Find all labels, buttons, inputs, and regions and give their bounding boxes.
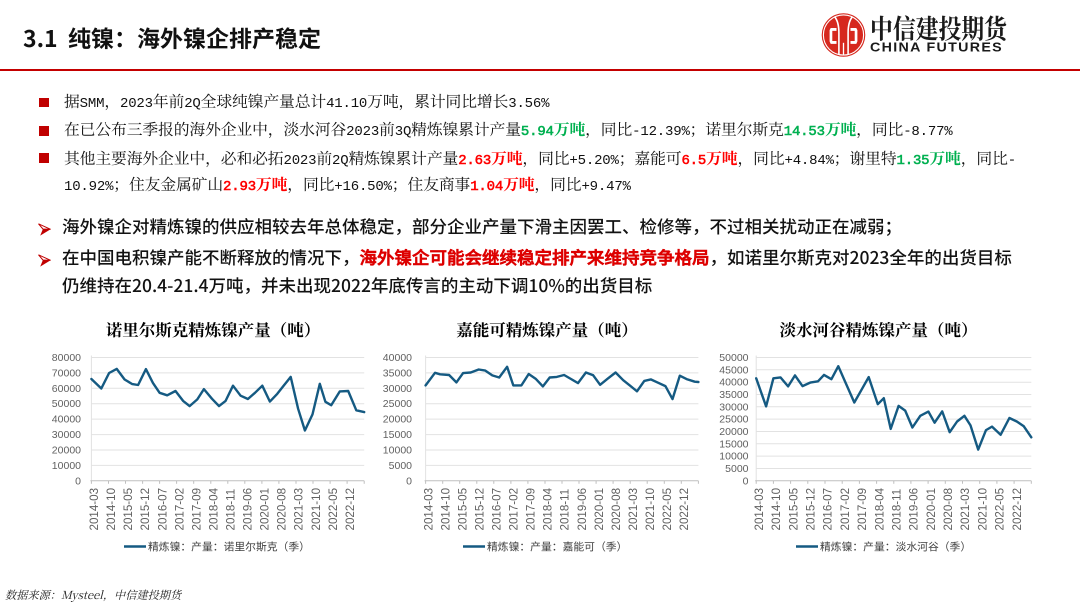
svg-text:0: 0 [75, 475, 81, 487]
svg-text:2020-08: 2020-08 [276, 488, 289, 531]
svg-text:2015-12: 2015-12 [139, 488, 152, 531]
svg-text:2018-11: 2018-11 [891, 489, 904, 531]
svg-text:2018-04: 2018-04 [873, 487, 886, 530]
svg-text:35000: 35000 [719, 389, 748, 401]
svg-text:2019-06: 2019-06 [576, 488, 589, 531]
svg-text:10000: 10000 [383, 445, 412, 457]
svg-text:20000: 20000 [719, 426, 748, 438]
svg-text:2020-01: 2020-01 [925, 488, 938, 531]
svg-text:2017-02: 2017-02 [839, 488, 852, 531]
svg-text:25000: 25000 [719, 414, 748, 426]
svg-text:70000: 70000 [52, 367, 81, 379]
svg-text:诺里尔斯克精炼镍产量（吨）: 诺里尔斯克精炼镍产量（吨） [106, 317, 321, 341]
svg-text:嘉能可精炼镍产量（吨）: 嘉能可精炼镍产量（吨） [456, 317, 638, 341]
svg-text:淡水河谷精炼镍产量（吨）: 淡水河谷精炼镍产量（吨） [780, 317, 978, 341]
svg-text:精炼镍：产量：淡水河谷（季）: 精炼镍：产量：淡水河谷（季） [820, 539, 971, 555]
svg-text:2014-10: 2014-10 [770, 488, 783, 531]
svg-text:2019-06: 2019-06 [908, 488, 921, 531]
svg-text:2014-03: 2014-03 [422, 488, 435, 531]
svg-text:35000: 35000 [383, 367, 412, 379]
svg-text:2017-02: 2017-02 [508, 488, 521, 531]
svg-text:0: 0 [406, 475, 412, 487]
svg-text:2017-09: 2017-09 [190, 488, 203, 531]
svg-text:2021-03: 2021-03 [959, 488, 972, 531]
svg-text:40000: 40000 [383, 352, 412, 364]
svg-text:15000: 15000 [383, 429, 412, 441]
svg-text:2021-03: 2021-03 [293, 488, 306, 531]
svg-text:10000: 10000 [719, 451, 748, 463]
svg-text:2018-11: 2018-11 [225, 489, 238, 531]
svg-text:2015-05: 2015-05 [122, 488, 135, 531]
svg-text:20000: 20000 [52, 445, 81, 457]
svg-text:CHINA FUTURES: CHINA FUTURES [870, 40, 1003, 55]
svg-text:40000: 40000 [52, 414, 81, 426]
svg-text:50000: 50000 [52, 398, 81, 410]
svg-text:2020-01: 2020-01 [259, 488, 272, 531]
svg-text:2019-06: 2019-06 [242, 488, 255, 531]
svg-text:2022-12: 2022-12 [1011, 488, 1024, 531]
svg-text:2014-03: 2014-03 [753, 488, 766, 531]
svg-text:5000: 5000 [389, 460, 413, 472]
svg-text:80000: 80000 [52, 352, 81, 364]
svg-text:2022-05: 2022-05 [994, 488, 1007, 531]
svg-text:2022-05: 2022-05 [327, 488, 340, 531]
svg-text:2016-07: 2016-07 [491, 488, 504, 531]
svg-text:2021-10: 2021-10 [644, 488, 657, 531]
svg-text:2020-08: 2020-08 [610, 488, 623, 531]
svg-text:2018-11: 2018-11 [559, 489, 572, 531]
svg-text:2015-05: 2015-05 [787, 488, 800, 531]
svg-text:45000: 45000 [719, 364, 748, 376]
svg-text:5000: 5000 [725, 463, 749, 475]
svg-text:30000: 30000 [719, 401, 748, 413]
svg-text:2014-10: 2014-10 [105, 488, 118, 531]
svg-text:2017-09: 2017-09 [856, 488, 869, 531]
svg-text:25000: 25000 [383, 398, 412, 410]
svg-text:2018-04: 2018-04 [207, 487, 220, 530]
svg-text:中信建投期货: 中信建投期货 [870, 8, 1007, 47]
svg-text:15000: 15000 [719, 438, 748, 450]
svg-text:2022-05: 2022-05 [661, 488, 674, 531]
svg-text:2021-10: 2021-10 [310, 488, 323, 531]
svg-text:2020-01: 2020-01 [593, 488, 606, 531]
svg-text:2022-12: 2022-12 [678, 488, 691, 531]
svg-text:精炼镍：产量：诺里尔斯克（季）: 精炼镍：产量：诺里尔斯克（季） [148, 539, 310, 555]
svg-text:0: 0 [743, 475, 749, 487]
svg-text:2018-04: 2018-04 [542, 487, 555, 530]
svg-text:40000: 40000 [719, 377, 748, 389]
svg-text:60000: 60000 [52, 383, 81, 395]
svg-text:2017-02: 2017-02 [173, 488, 186, 531]
svg-text:30000: 30000 [52, 429, 81, 441]
svg-text:2015-05: 2015-05 [456, 488, 469, 531]
svg-text:2021-03: 2021-03 [627, 488, 640, 531]
svg-text:2017-09: 2017-09 [525, 488, 538, 531]
svg-text:2015-12: 2015-12 [473, 488, 486, 531]
svg-text:2015-12: 2015-12 [805, 488, 818, 531]
svg-text:精炼镍：产量：嘉能可（季）: 精炼镍：产量：嘉能可（季） [487, 539, 627, 555]
svg-text:50000: 50000 [719, 352, 748, 364]
svg-text:2016-07: 2016-07 [822, 488, 835, 531]
svg-text:2014-10: 2014-10 [439, 488, 452, 531]
svg-text:2014-03: 2014-03 [88, 488, 101, 531]
svg-text:2022-12: 2022-12 [344, 488, 357, 531]
svg-text:10000: 10000 [52, 460, 81, 472]
svg-text:30000: 30000 [383, 383, 412, 395]
svg-text:2016-07: 2016-07 [156, 488, 169, 531]
svg-text:2021-10: 2021-10 [976, 488, 989, 531]
svg-text:2020-08: 2020-08 [942, 488, 955, 531]
svg-text:20000: 20000 [383, 414, 412, 426]
